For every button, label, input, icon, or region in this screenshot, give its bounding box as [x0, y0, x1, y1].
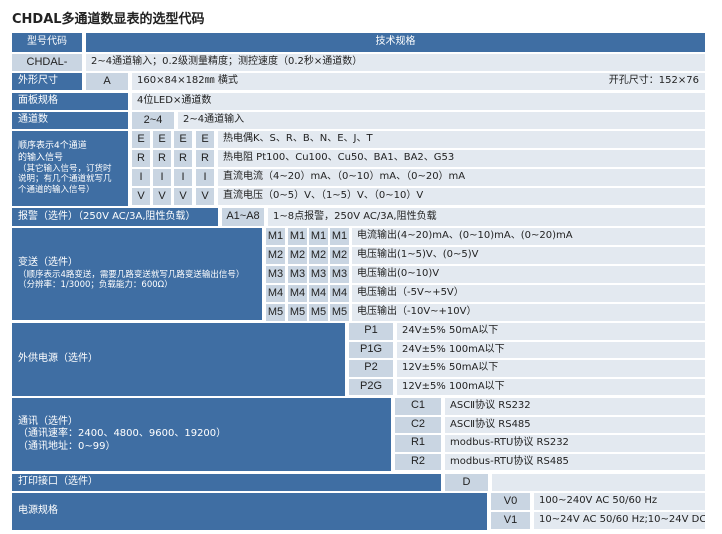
channels-desc: 2~4通道输入: [178, 112, 705, 129]
transmit-code-ch2: M2: [288, 247, 307, 264]
power-out-desc: 12V±5% 100mA以下: [397, 378, 705, 395]
input-code-ch4: E: [196, 131, 214, 148]
size-label: 外形尺寸: [12, 73, 82, 90]
input-code-ch2: R: [153, 150, 171, 167]
comm-code: C2: [395, 416, 441, 433]
transmit-code-ch1: M2: [266, 247, 285, 264]
transmit-desc: 电压输出(1~5)V、(0~5)V: [352, 247, 705, 264]
power-out-desc: 12V±5% 50mA以下: [397, 360, 705, 377]
comm-desc: ASCⅡ协议 RS232: [445, 398, 705, 415]
input-code-ch4: V: [196, 188, 214, 205]
comm-code: C1: [395, 398, 441, 415]
transmit-code-ch1: M3: [266, 266, 285, 283]
page-title: CHDAL多通道数显表的选型代码: [12, 12, 205, 27]
power-out-code: P1G: [349, 341, 393, 358]
transmit-code-ch2: M5: [288, 304, 307, 321]
header-code: 型号代码: [12, 33, 82, 52]
supply-label: 电源规格: [12, 493, 487, 530]
comm-desc: modbus-RTU协议 RS232: [445, 435, 705, 452]
transmit-code-ch4: M3: [330, 266, 349, 283]
transmit-desc: 电流输出(4~20)mA、(0~10)mA、(0~20)mA: [352, 228, 705, 245]
input-code-ch1: R: [132, 150, 150, 167]
input-desc: 热电偶K、S、R、B、N、E、J、T: [218, 131, 705, 148]
transmit-code-ch1: M5: [266, 304, 285, 321]
model-code: CHDAL-: [12, 54, 82, 71]
transmit-desc: 电压输出（-10V~+10V）: [352, 304, 705, 321]
transmit-code-ch3: M4: [309, 285, 328, 302]
transmit-note: （顺序表示4路变送，需要几路变送就写几路变送输出信号） （分辨率：1/3000；…: [18, 269, 245, 291]
model-desc: 2~4通道输入；0.2级测量精度；测控速度（0.2秒×通道数）: [86, 54, 705, 71]
input-note: （其它输入信号，订货时 说明；有几个通道就写几 个通道的输入信号）: [18, 163, 112, 196]
input-code-ch3: R: [174, 150, 192, 167]
transmit-code-ch2: M3: [288, 266, 307, 283]
print-label: 打印接口（选件）: [12, 474, 441, 491]
transmit-desc: 电压输出（-5V~+5V）: [352, 285, 705, 302]
transmit-code-ch4: M1: [330, 228, 349, 245]
input-code-ch1: V: [132, 188, 150, 205]
input-desc: 直流电流（4~20）mA、（0~10）mA、（0~20）mA: [218, 169, 705, 186]
supply-code: V0: [491, 493, 530, 510]
input-code-ch2: E: [153, 131, 171, 148]
header-spec: 技术规格: [86, 33, 705, 52]
comm-desc: ASCⅡ协议 RS485: [445, 416, 705, 433]
transmit-code-ch3: M3: [309, 266, 328, 283]
panel-desc: 4位LED×通道数: [132, 93, 705, 110]
alarm-desc: 1~8点报警，250V AC/3A,阻性负载: [268, 208, 705, 226]
input-code-ch3: I: [174, 169, 192, 186]
input-code-ch4: I: [196, 169, 214, 186]
transmit-code-ch4: M4: [330, 285, 349, 302]
input-code-ch3: V: [174, 188, 192, 205]
transmit-code-ch3: M2: [309, 247, 328, 264]
supply-code: V1: [491, 512, 530, 529]
input-code-ch3: E: [174, 131, 192, 148]
size-code: A: [86, 73, 128, 90]
power-out-label: 外供电源（选件）: [12, 323, 345, 396]
print-code: D: [445, 474, 488, 491]
panel-label: 面板规格: [12, 93, 128, 110]
input-label: 顺序表示4个通道 的输入信号 （其它输入信号，订货时 说明；有几个通道就写几 个通…: [12, 131, 128, 206]
size-desc: 160×84×182㎜ 横式: [132, 73, 705, 90]
transmit-code-ch4: M2: [330, 247, 349, 264]
comm-label: 通讯（选件） （通讯速率：2400、4800、9600、19200） （通讯地址…: [12, 398, 391, 471]
comm-code: R1: [395, 435, 441, 452]
input-label-text: 顺序表示4个通道 的输入信号: [18, 141, 87, 163]
power-out-code: P2G: [349, 378, 393, 395]
power-out-code: P2: [349, 360, 393, 377]
input-code-ch2: V: [153, 188, 171, 205]
channels-label: 通道数: [12, 112, 128, 129]
supply-desc: 100~240V AC 50/60 Hz: [534, 493, 705, 510]
transmit-code-ch1: M4: [266, 285, 285, 302]
alarm-code: A1~A8: [222, 208, 264, 226]
transmit-code-ch1: M1: [266, 228, 285, 245]
transmit-code-ch4: M5: [330, 304, 349, 321]
transmit-code-ch3: M1: [309, 228, 328, 245]
comm-desc: modbus-RTU协议 RS485: [445, 453, 705, 470]
channels-code: 2~4: [132, 112, 174, 129]
power-out-code: P1: [349, 323, 393, 340]
input-code-ch2: I: [153, 169, 171, 186]
input-code-ch1: E: [132, 131, 150, 148]
supply-desc: 10~24V AC 50/60 Hz;10~24V DC: [534, 512, 705, 529]
power-out-desc: 24V±5% 100mA以下: [397, 341, 705, 358]
transmit-code-ch2: M4: [288, 285, 307, 302]
transmit-label: 变送（选件） （顺序表示4路变送，需要几路变送就写几路变送输出信号） （分辨率：1…: [12, 228, 262, 320]
input-code-ch4: R: [196, 150, 214, 167]
print-desc: [492, 474, 705, 491]
transmit-code-ch3: M5: [309, 304, 328, 321]
power-out-desc: 24V±5% 50mA以下: [397, 323, 705, 340]
size-cutout: 开孔尺寸：152×76: [608, 75, 699, 87]
transmit-desc: 电压输出(0~10)V: [352, 266, 705, 283]
input-desc: 热电阻 Pt100、Cu100、Cu50、BA1、BA2、G53: [218, 150, 705, 167]
transmit-code-ch2: M1: [288, 228, 307, 245]
alarm-label: 报警（选件）（250V AC/3A,阻性负载）: [12, 208, 218, 226]
input-code-ch1: I: [132, 169, 150, 186]
input-desc: 直流电压（0~5）V、（1~5）V、（0~10）V: [218, 188, 705, 205]
transmit-label-text: 变送（选件）: [18, 257, 78, 269]
comm-code: R2: [395, 453, 441, 470]
